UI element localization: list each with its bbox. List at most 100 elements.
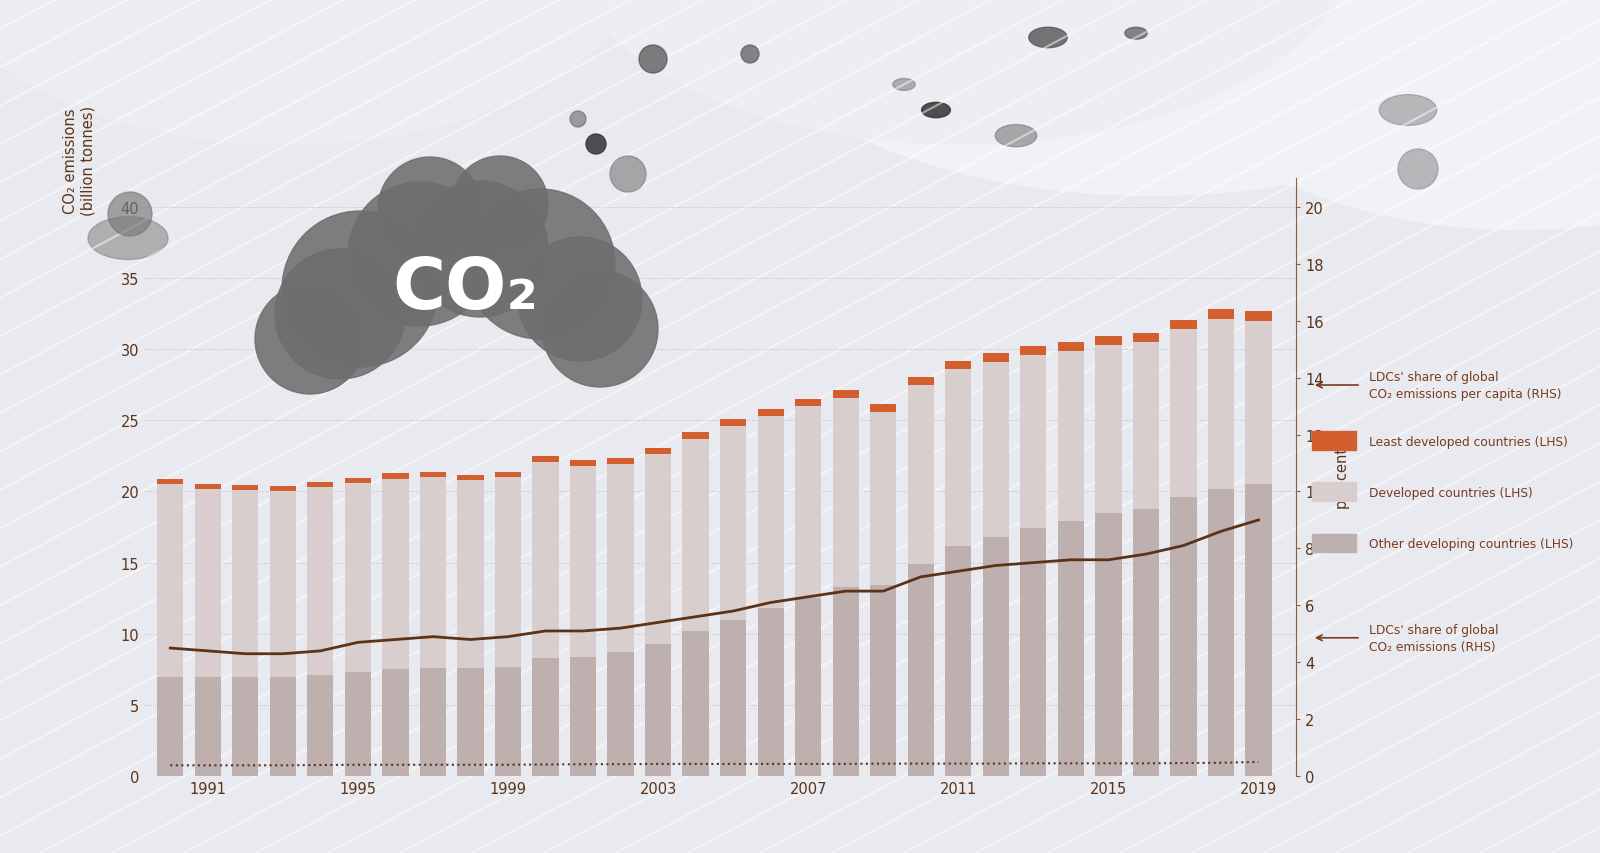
Circle shape [1125,28,1147,40]
Circle shape [109,193,152,237]
Bar [1208,489,1234,776]
Text: Developed countries (LHS): Developed countries (LHS) [1370,486,1533,500]
Bar [720,420,746,426]
Bar [757,409,784,416]
Bar [157,676,184,776]
Bar [870,586,896,776]
Bar [907,377,934,386]
Bar [270,492,296,676]
Bar [608,459,634,465]
Bar [1312,432,1355,450]
Bar [533,462,558,659]
Bar [157,485,184,676]
Bar [1170,330,1197,497]
Circle shape [349,183,493,327]
Bar [419,668,446,776]
Bar [946,362,971,369]
Circle shape [275,250,405,380]
Bar [570,461,597,467]
Bar [1133,509,1158,776]
Bar [683,439,709,631]
Bar [946,369,971,546]
Bar [608,465,634,653]
Circle shape [570,112,586,128]
Bar [419,478,446,668]
Bar [570,657,597,776]
Text: LDCs' share of global
CO₂ emissions (RHS): LDCs' share of global CO₂ emissions (RHS… [1370,623,1499,653]
Y-axis label: CO₂ emissions
(billion tonnes): CO₂ emissions (billion tonnes) [64,107,96,216]
Bar [1096,336,1122,345]
Bar [982,363,1010,537]
Text: Other developing countries (LHS): Other developing countries (LHS) [1370,537,1573,551]
Bar [1096,514,1122,776]
Circle shape [704,0,1600,196]
Bar [533,456,558,462]
Bar [270,676,296,776]
Bar [832,391,859,398]
Bar [232,490,259,676]
Bar [307,483,333,488]
Circle shape [638,46,667,74]
Bar [683,433,709,439]
Bar [1208,320,1234,489]
Bar [870,412,896,586]
Bar [270,487,296,492]
Bar [232,676,259,776]
Circle shape [1168,0,1600,230]
Bar [683,631,709,776]
Bar [1058,342,1083,351]
Bar [1021,356,1046,529]
Circle shape [378,158,482,262]
Bar [382,474,408,479]
Bar [720,620,746,776]
Bar [645,449,672,455]
Text: Least developed countries (LHS): Least developed countries (LHS) [1370,435,1568,449]
Circle shape [542,272,658,387]
Bar [982,354,1010,363]
Circle shape [995,125,1037,148]
Bar [1058,522,1083,776]
Bar [494,478,522,667]
Bar [757,416,784,608]
Bar [870,405,896,412]
Circle shape [254,285,365,395]
Bar [419,473,446,478]
Bar [795,407,821,599]
Circle shape [1029,28,1067,49]
Bar [1096,345,1122,514]
Circle shape [453,157,547,252]
Circle shape [610,157,646,193]
Bar [946,546,971,776]
Bar [1170,497,1197,776]
Bar [645,644,672,776]
Bar [720,426,746,620]
Bar [832,398,859,587]
Circle shape [922,103,950,119]
Bar [907,386,934,565]
Bar [608,653,634,776]
Bar [757,608,784,776]
Circle shape [586,135,606,154]
Bar [307,488,333,676]
Bar [1170,320,1197,330]
Bar [1058,351,1083,522]
Bar [232,485,259,490]
Bar [1245,322,1272,485]
Bar [1312,483,1355,502]
Bar [382,479,408,670]
Bar [1245,311,1272,322]
Text: LDCs' share of global
CO₂ emissions per capita (RHS): LDCs' share of global CO₂ emissions per … [1370,370,1562,401]
Circle shape [466,189,614,339]
Bar [195,489,221,676]
Circle shape [893,79,915,91]
Circle shape [1379,96,1437,126]
Bar [1208,310,1234,320]
Bar [344,484,371,672]
Circle shape [1398,150,1438,189]
Bar [907,565,934,776]
Bar [570,467,597,657]
Bar [458,480,483,668]
Circle shape [413,182,547,317]
Circle shape [0,0,640,145]
Bar [795,599,821,776]
